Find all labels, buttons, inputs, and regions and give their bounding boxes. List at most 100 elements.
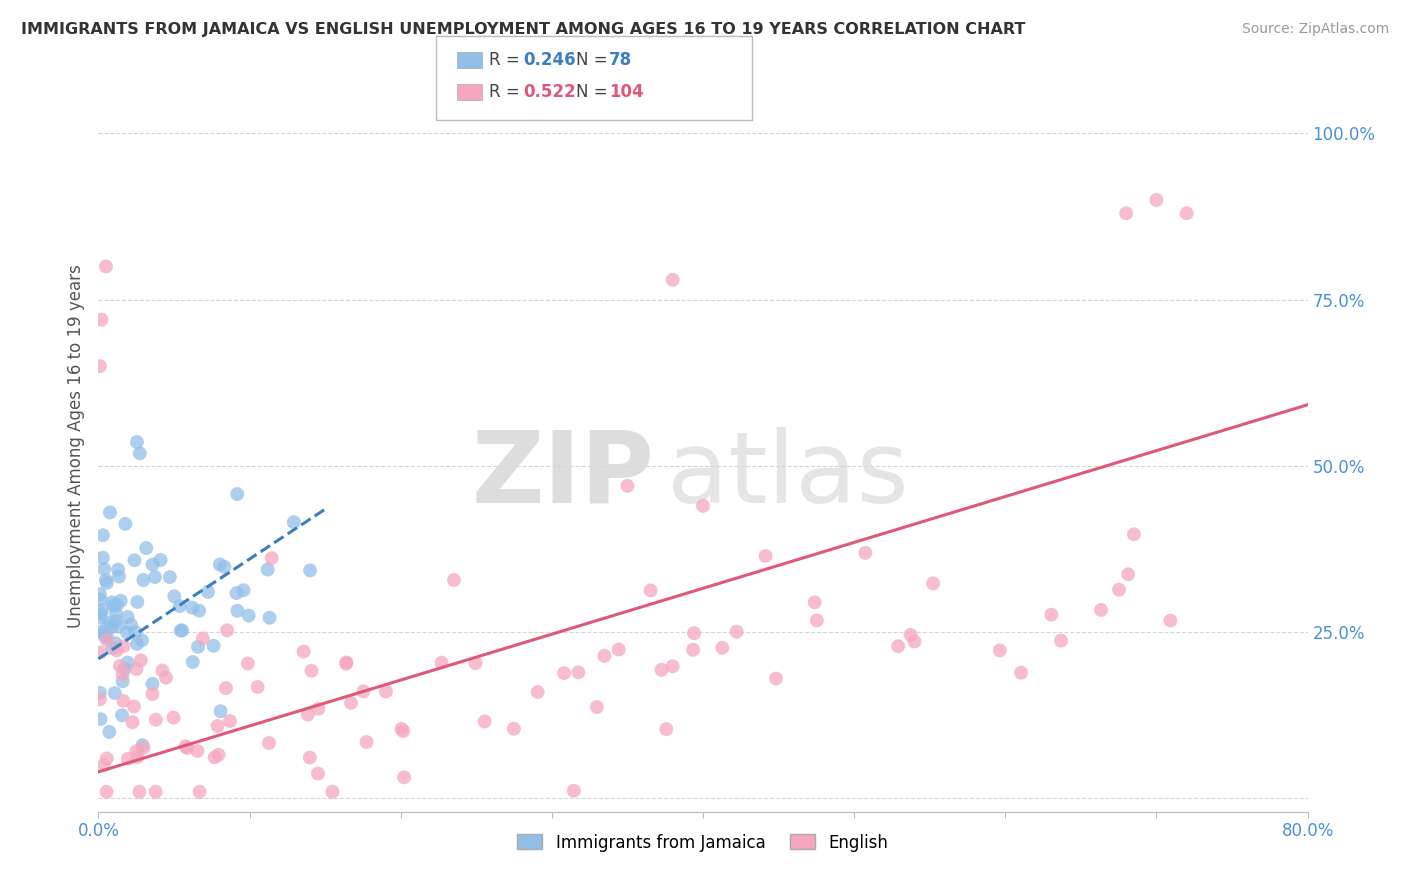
Point bbox=[616, 479, 638, 493]
Point bbox=[112, 694, 135, 708]
Point bbox=[170, 624, 193, 638]
Point bbox=[96, 619, 118, 633]
Point bbox=[283, 515, 305, 529]
Point bbox=[108, 659, 131, 673]
Point bbox=[352, 684, 374, 698]
Point bbox=[1090, 603, 1112, 617]
Text: ZIP: ZIP bbox=[472, 426, 655, 524]
Point bbox=[225, 586, 247, 600]
Point bbox=[207, 747, 229, 762]
Legend: Immigrants from Jamaica, English: Immigrants from Jamaica, English bbox=[510, 827, 896, 858]
Point bbox=[988, 643, 1011, 657]
Point bbox=[90, 603, 112, 617]
Text: 0.246: 0.246 bbox=[523, 51, 575, 69]
Point bbox=[806, 614, 828, 628]
Point bbox=[232, 583, 254, 598]
Point bbox=[683, 626, 706, 640]
Point bbox=[1159, 614, 1181, 628]
Point bbox=[101, 641, 124, 656]
Point bbox=[1175, 206, 1198, 220]
Point bbox=[155, 671, 177, 685]
Point bbox=[105, 598, 128, 612]
Point bbox=[145, 713, 167, 727]
Point bbox=[186, 744, 208, 758]
Point bbox=[104, 615, 127, 629]
Point bbox=[89, 686, 111, 700]
Point bbox=[174, 739, 197, 754]
Point bbox=[204, 750, 226, 764]
Point bbox=[226, 604, 249, 618]
Text: Source: ZipAtlas.com: Source: ZipAtlas.com bbox=[1241, 22, 1389, 37]
Point bbox=[124, 625, 146, 640]
Point bbox=[117, 610, 139, 624]
Point bbox=[257, 736, 280, 750]
Point bbox=[93, 626, 115, 640]
Point bbox=[803, 595, 825, 609]
Point bbox=[125, 662, 148, 676]
Point bbox=[169, 624, 191, 638]
Point bbox=[1040, 607, 1063, 622]
Point bbox=[682, 642, 704, 657]
Point bbox=[169, 599, 191, 613]
Point bbox=[127, 750, 149, 764]
Point bbox=[101, 620, 124, 634]
Point bbox=[188, 604, 211, 618]
Text: 104: 104 bbox=[609, 83, 644, 101]
Point bbox=[219, 714, 242, 728]
Point bbox=[94, 573, 117, 587]
Point bbox=[181, 655, 204, 669]
Point bbox=[91, 528, 114, 542]
Point bbox=[226, 487, 249, 501]
Point bbox=[100, 615, 122, 630]
Point bbox=[725, 624, 748, 639]
Point bbox=[765, 672, 787, 686]
Point bbox=[128, 446, 150, 460]
Point bbox=[297, 707, 319, 722]
Point bbox=[135, 541, 157, 555]
Point bbox=[188, 785, 211, 799]
Point bbox=[1116, 567, 1139, 582]
Point bbox=[187, 640, 209, 654]
Point bbox=[104, 686, 127, 700]
Point bbox=[321, 785, 343, 799]
Point bbox=[553, 666, 575, 681]
Point bbox=[98, 505, 121, 519]
Point bbox=[430, 656, 453, 670]
Point bbox=[443, 573, 465, 587]
Point bbox=[392, 724, 415, 739]
Point bbox=[112, 639, 135, 653]
Text: atlas: atlas bbox=[666, 426, 908, 524]
Point bbox=[90, 592, 112, 607]
Point bbox=[259, 611, 281, 625]
Point bbox=[655, 722, 678, 736]
Point bbox=[163, 589, 186, 603]
Text: 0.522: 0.522 bbox=[523, 83, 575, 101]
Point bbox=[159, 570, 181, 584]
Point bbox=[131, 633, 153, 648]
Point bbox=[593, 648, 616, 663]
Point bbox=[141, 687, 163, 701]
Point bbox=[1108, 582, 1130, 597]
Point bbox=[90, 312, 112, 326]
Point bbox=[114, 516, 136, 531]
Point bbox=[202, 639, 225, 653]
Point bbox=[292, 644, 315, 658]
Point bbox=[640, 583, 662, 598]
Point bbox=[89, 587, 111, 601]
Point bbox=[208, 558, 231, 572]
Point bbox=[661, 659, 683, 673]
Point bbox=[122, 699, 145, 714]
Text: N =: N = bbox=[576, 83, 613, 101]
Point bbox=[89, 610, 111, 624]
Point bbox=[162, 710, 184, 724]
Point bbox=[125, 637, 148, 651]
Point bbox=[110, 593, 132, 607]
Text: N =: N = bbox=[576, 51, 613, 69]
Point bbox=[299, 563, 322, 577]
Point bbox=[115, 625, 138, 640]
Point bbox=[132, 740, 155, 755]
Point bbox=[93, 758, 115, 772]
Point bbox=[256, 563, 278, 577]
Point bbox=[124, 553, 146, 567]
Point bbox=[903, 634, 925, 648]
